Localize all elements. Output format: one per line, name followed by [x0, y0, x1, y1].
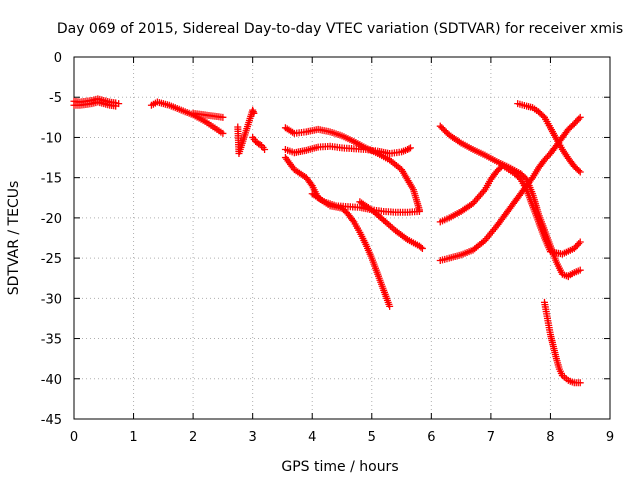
series-arc-h [281, 154, 394, 310]
x-tick-label: 3 [249, 430, 257, 445]
series-arc-e [249, 133, 269, 154]
grid [74, 57, 610, 419]
x-tick-label: 0 [70, 430, 78, 445]
x-tick-label: 2 [189, 430, 197, 445]
y-tick-label: -40 [41, 373, 62, 388]
data-point [406, 144, 414, 152]
data-point [219, 113, 227, 121]
x-tick-label: 8 [546, 430, 554, 445]
x-tick-label: 4 [308, 430, 316, 445]
y-tick-label: -20 [41, 212, 62, 227]
x-tick-label: 5 [368, 430, 376, 445]
data-point [415, 207, 423, 215]
y-tick-label: 0 [54, 51, 62, 66]
series-arc-f [281, 124, 423, 214]
series-arc-l [436, 162, 584, 258]
y-tick-label: -45 [41, 413, 62, 428]
x-tick-label: 9 [606, 430, 614, 445]
data-point [527, 175, 535, 183]
series-arc-b [70, 98, 120, 110]
series-arc-g [281, 142, 414, 158]
data-point [576, 113, 584, 121]
data-point [250, 109, 258, 117]
series-arc-j [356, 198, 426, 252]
y-tick-label: -35 [41, 333, 62, 348]
data-point [386, 302, 394, 310]
data-point [576, 168, 584, 176]
data-point [405, 145, 413, 153]
series-arc-o [540, 298, 584, 387]
series-isolated [234, 106, 258, 158]
data-point [575, 167, 583, 175]
data-point [576, 379, 584, 387]
x-tick-label: 7 [487, 430, 495, 445]
data-point [417, 243, 425, 251]
series-arc-n [514, 100, 584, 176]
series-arc-i [308, 190, 423, 216]
x-axis-label: GPS time / hours [281, 459, 398, 475]
data-point [307, 180, 315, 188]
data-point [576, 266, 584, 274]
y-tick-label: -25 [41, 252, 62, 267]
data-point [112, 102, 120, 110]
data-point [575, 240, 583, 248]
y-tick-label: -30 [41, 292, 62, 307]
y-tick-label: -10 [41, 131, 62, 146]
plot-frame [73, 56, 611, 420]
series-arc-m [436, 113, 584, 265]
axis-ticks: 0 1 2 3 4 5 6 7 8 9 0 -5 -10 -15 -20 -25 -30 -35 -40 -45 [41, 51, 614, 445]
data-point [219, 129, 227, 137]
data-point [261, 146, 269, 154]
y-axis-label: SDTVAR / TECUs [6, 181, 22, 296]
y-tick-label: -5 [49, 91, 62, 106]
x-tick-label: 1 [129, 430, 137, 445]
data-point [575, 115, 583, 123]
x-tick-label: 6 [427, 430, 435, 445]
data-point [576, 238, 584, 246]
data-point [349, 216, 357, 224]
series-arc-k-end [564, 266, 584, 280]
y-tick-label: -15 [41, 172, 62, 187]
chart-title: Day 069 of 2015, Sidereal Day-to-day VTE… [57, 21, 623, 37]
data-marks [70, 95, 584, 387]
data-point [418, 244, 426, 252]
series-arc-d [189, 109, 227, 121]
